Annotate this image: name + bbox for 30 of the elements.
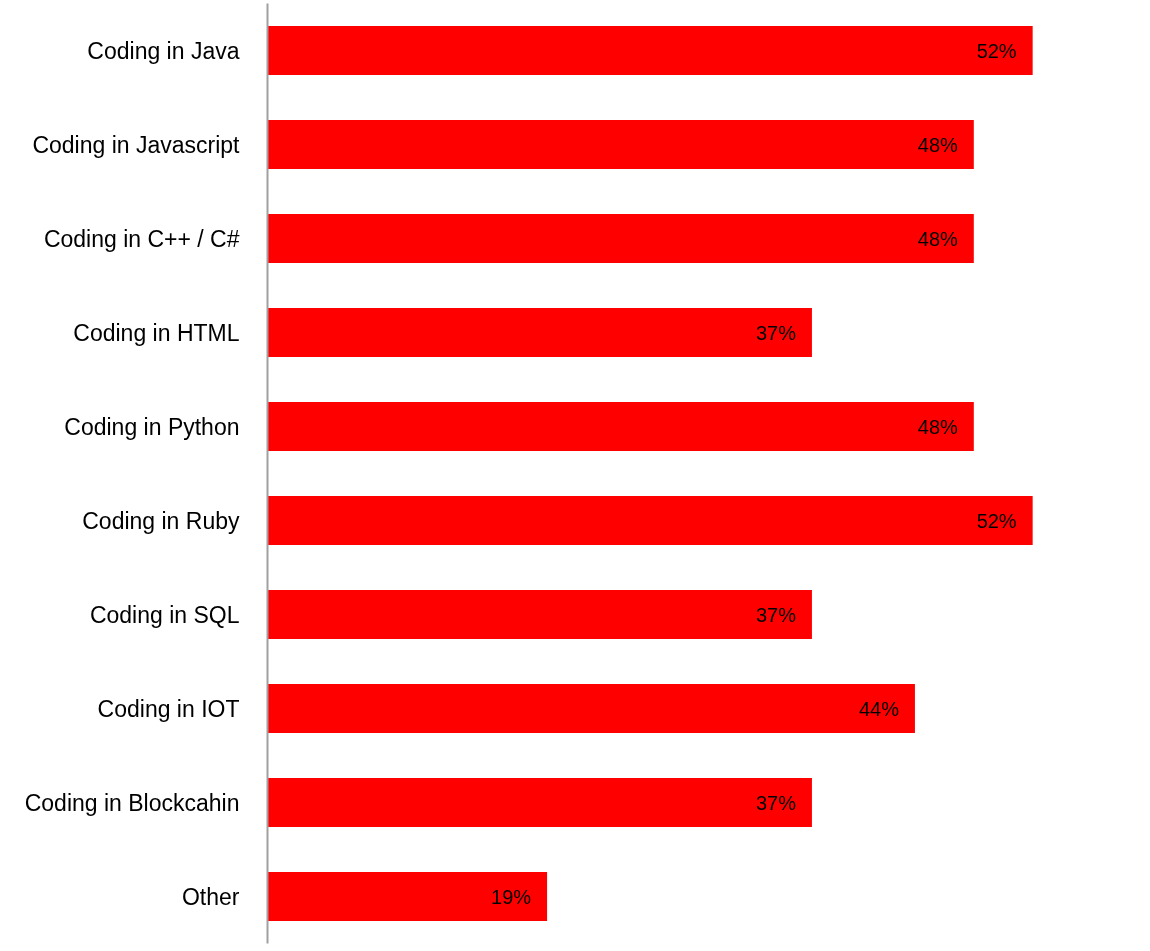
data-label: 19% [491, 885, 532, 908]
y-tick-label: Other [181, 883, 240, 910]
y-tick-label: Coding in Ruby [82, 507, 240, 534]
y-tick-label: Coding in Javascript [32, 131, 241, 158]
data-label: 37% [755, 791, 797, 814]
y-tick-label: Coding in HTML [73, 319, 240, 346]
data-label: 48% [917, 415, 959, 438]
y-tick-label: Coding in SQL [89, 601, 240, 628]
data-label: 52% [976, 39, 1017, 62]
bar [267, 402, 974, 451]
bar [267, 590, 812, 639]
y-tick-label: Coding in Java [87, 37, 240, 64]
y-tick-label: Coding in Python [64, 413, 240, 440]
data-label: 48% [917, 227, 959, 250]
data-label: 52% [976, 509, 1017, 532]
bar [267, 872, 548, 921]
data-label: 48% [917, 133, 959, 156]
bar [267, 308, 812, 357]
data-label: 37% [755, 603, 797, 626]
data-label: 44% [858, 697, 900, 720]
bar [267, 214, 974, 263]
bar [267, 120, 974, 169]
y-tick-label: Coding in IOT [97, 695, 240, 722]
bar [267, 684, 915, 733]
y-tick-label: Coding in Blockcahin [24, 789, 240, 816]
data-label: 37% [755, 321, 797, 344]
y-tick-label: Coding in C++ / C# [43, 225, 240, 252]
bar [267, 778, 812, 827]
bar [267, 496, 1033, 545]
bar [267, 26, 1033, 75]
